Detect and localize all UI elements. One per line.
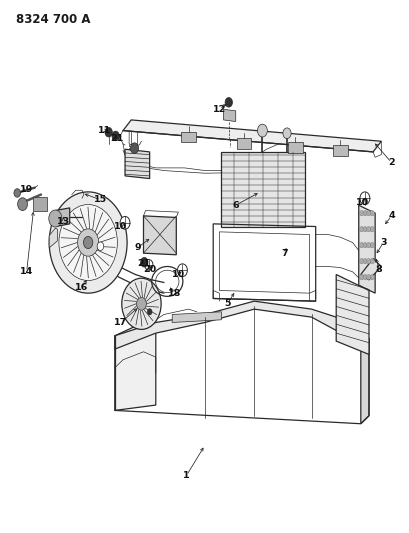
Circle shape	[112, 131, 119, 141]
Circle shape	[121, 278, 161, 329]
Polygon shape	[49, 228, 57, 248]
Circle shape	[359, 227, 363, 232]
Text: 18: 18	[167, 289, 180, 297]
Circle shape	[282, 128, 290, 139]
Polygon shape	[221, 152, 305, 227]
Circle shape	[147, 309, 152, 315]
Polygon shape	[335, 274, 368, 354]
Circle shape	[366, 243, 370, 248]
Circle shape	[49, 192, 127, 293]
Circle shape	[257, 124, 267, 137]
Text: 20: 20	[143, 265, 156, 273]
Text: 21: 21	[110, 134, 123, 143]
Polygon shape	[123, 120, 380, 152]
Circle shape	[366, 274, 370, 280]
Polygon shape	[143, 216, 176, 255]
Polygon shape	[115, 322, 155, 410]
Circle shape	[359, 259, 363, 264]
Text: 3: 3	[379, 238, 386, 247]
Polygon shape	[360, 338, 368, 424]
Text: 17: 17	[114, 318, 127, 327]
Circle shape	[130, 143, 138, 154]
Circle shape	[14, 189, 20, 197]
Text: 11: 11	[98, 126, 111, 135]
Circle shape	[18, 198, 27, 211]
Circle shape	[77, 229, 99, 256]
Text: 9: 9	[134, 244, 140, 252]
Circle shape	[136, 297, 146, 310]
Circle shape	[369, 259, 373, 264]
Circle shape	[369, 211, 373, 216]
Text: 16: 16	[75, 284, 88, 292]
Circle shape	[359, 192, 369, 205]
Text: 15: 15	[94, 196, 107, 204]
Text: 21: 21	[137, 260, 150, 268]
Text: 10: 10	[355, 198, 369, 207]
Text: 10: 10	[114, 222, 127, 231]
Polygon shape	[360, 259, 380, 280]
Text: 8324 700 A: 8324 700 A	[16, 13, 90, 26]
Circle shape	[362, 227, 366, 232]
Bar	[33, 197, 47, 211]
Text: 6: 6	[232, 201, 238, 209]
Circle shape	[120, 216, 130, 229]
Circle shape	[59, 205, 117, 280]
Text: 13: 13	[57, 217, 70, 225]
Text: 14: 14	[20, 268, 33, 276]
Circle shape	[362, 211, 366, 216]
Text: 10: 10	[171, 270, 184, 279]
Circle shape	[144, 260, 153, 270]
Circle shape	[49, 210, 62, 227]
Circle shape	[97, 242, 103, 251]
Text: 2: 2	[387, 158, 394, 167]
Circle shape	[366, 259, 370, 264]
Text: 19: 19	[20, 185, 33, 193]
Circle shape	[359, 274, 363, 280]
Circle shape	[359, 243, 363, 248]
Circle shape	[177, 264, 187, 277]
Text: 7: 7	[281, 249, 288, 257]
Polygon shape	[125, 149, 149, 179]
Circle shape	[359, 211, 363, 216]
Circle shape	[225, 98, 232, 107]
Polygon shape	[115, 301, 368, 349]
Bar	[332, 145, 347, 156]
Polygon shape	[172, 312, 221, 322]
Text: 5: 5	[224, 300, 230, 308]
Circle shape	[362, 243, 366, 248]
Polygon shape	[223, 109, 235, 122]
Polygon shape	[358, 205, 374, 293]
Circle shape	[366, 211, 370, 216]
Bar	[287, 142, 302, 153]
Bar	[236, 138, 251, 149]
Circle shape	[369, 274, 373, 280]
Circle shape	[140, 257, 148, 267]
Circle shape	[362, 274, 366, 280]
Text: 4: 4	[387, 212, 394, 220]
Text: 1: 1	[183, 471, 189, 480]
Circle shape	[369, 227, 373, 232]
Circle shape	[362, 259, 366, 264]
Circle shape	[105, 127, 112, 137]
Circle shape	[83, 237, 92, 248]
Circle shape	[366, 227, 370, 232]
Text: 8: 8	[375, 265, 382, 273]
Polygon shape	[55, 208, 70, 227]
Bar	[181, 132, 196, 142]
Text: 12: 12	[212, 105, 225, 114]
Circle shape	[369, 243, 373, 248]
